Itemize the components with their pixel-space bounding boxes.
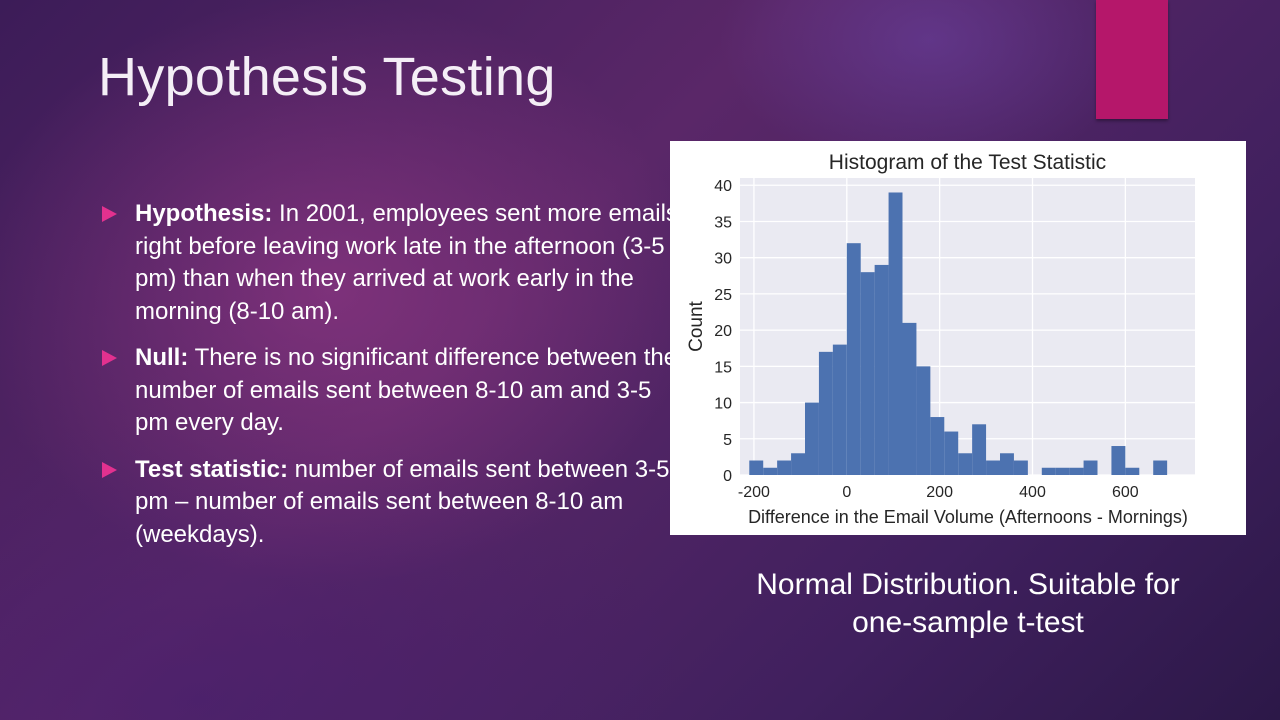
bullet-term: Null: [135,344,189,371]
histogram-bar [846,243,861,475]
bullet-term: Hypothesis: [135,200,273,227]
y-tick-label: 0 [723,468,732,485]
histogram-bar [832,344,847,475]
y-tick-label: 30 [714,251,732,268]
histogram-bar [1013,460,1028,475]
chart-caption: Normal Distribution. Suitable for one-sa… [756,568,1180,639]
histogram-bar [986,460,1000,475]
bullet-arrow-icon [102,350,117,366]
y-tick-label: 35 [714,214,732,231]
histogram-bar [791,453,805,475]
bullet-text: In 2001, employees sent more emails righ… [135,200,678,325]
histogram-bar [902,322,917,475]
histogram-bar [1125,467,1140,475]
histogram-bar [749,460,764,475]
bullet-test-statistic: Test statistic: number of emails sent be… [102,454,682,552]
accent-bar [1096,0,1168,119]
bullet-hypothesis: Hypothesis: In 2001, employees sent more… [102,198,682,328]
y-axis-label: Count [686,300,707,351]
y-tick-label: 25 [714,287,732,304]
histogram-bar [777,460,792,475]
histogram-bar [874,264,889,475]
histogram-bar [1000,453,1014,475]
y-tick-label: 40 [714,178,732,195]
histogram-bar [916,366,931,475]
y-tick-label: 10 [714,396,732,413]
y-tick-label: 20 [714,323,732,340]
x-tick-label: 600 [1112,484,1139,501]
histogram-bar [1041,467,1056,475]
histogram-bar [930,417,945,475]
bullet-null: Null: There is no significant difference… [102,342,682,440]
slide-title: Hypothesis Testing [98,47,556,107]
chart-title: Histogram of the Test Statistic [829,151,1106,174]
histogram-bar [1083,460,1098,475]
bullet-arrow-icon [102,461,117,478]
histogram-svg: 0 5 10 15 20 25 30 35 40 -200 0 200 400 600 Histogram … [686,151,1195,527]
histogram-bar [958,453,973,475]
histogram-bar [763,467,778,475]
histogram-bar [888,192,903,476]
histogram-bar [972,424,987,475]
histogram-bar [944,431,959,475]
histogram-bar [805,402,819,475]
x-axis-label: Difference in the Email Volume (Afternoo… [748,507,1188,527]
histogram-bar [1055,467,1070,475]
bullet-term: Test statistic: [135,455,288,483]
x-tick-label: 0 [842,484,851,501]
bullet-text: number of emails sent between 3-5 pm – n… [135,455,670,548]
histogram-bar [1111,446,1126,475]
x-tick-label: 200 [926,484,953,501]
histogram-bar [860,272,875,475]
x-tick-label: 400 [1019,484,1046,501]
histogram-chart: 0 5 10 15 20 25 30 35 40 -200 0 200 400 600 Histogram … [670,141,1246,535]
bullet-list: Hypothesis: In 2001, employees sent more… [102,198,682,565]
histogram-bar [1069,467,1084,475]
y-tick-label: 15 [714,359,732,376]
bullet-arrow-icon [102,206,117,222]
bullet-text: There is no significant difference betwe… [135,344,678,436]
x-tick-label: -200 [738,484,770,501]
y-tick-label: 5 [723,432,732,449]
histogram-bar [818,351,833,475]
histogram-bar [1153,460,1168,475]
